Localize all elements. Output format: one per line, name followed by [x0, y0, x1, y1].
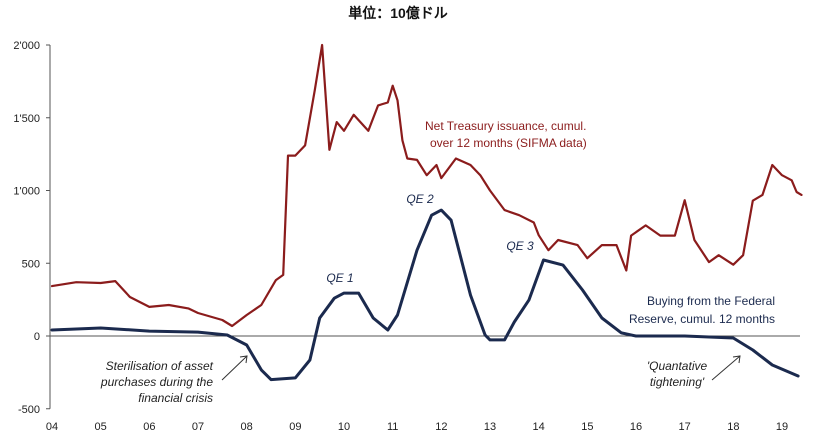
x-tick-label: 06: [143, 421, 155, 433]
x-tick-label: 18: [727, 421, 739, 433]
x-tick-label: 12: [435, 421, 447, 433]
x-tick-label: 17: [679, 421, 691, 433]
treasury-label-line2: over 12 months (SIFMA data): [430, 136, 587, 150]
chart-title: 単位：10億ドル: [348, 5, 448, 21]
x-tick-label: 19: [776, 421, 788, 433]
fed-label-line1: Buying from the Federal: [647, 294, 775, 308]
x-tick-label: 16: [630, 421, 642, 433]
x-tick-label: 14: [533, 421, 545, 433]
y-tick-label: 1'000: [13, 186, 40, 198]
sterilisation-arrow: [221, 355, 248, 381]
y-tick-label: 1'500: [13, 113, 40, 125]
treasury-label-line1: Net Treasury issuance, cumul.: [425, 119, 586, 133]
fed-buying-line: [50, 208, 800, 382]
tightening-line2: tightening': [650, 375, 705, 389]
y-tick-label: 0: [34, 331, 40, 343]
series-lines: [50, 43, 803, 382]
qe2-label: QE 2: [406, 192, 434, 206]
x-tick-label: 08: [241, 421, 253, 433]
x-tick-label: 09: [289, 421, 301, 433]
treasury-issuance-line: [50, 43, 803, 328]
axes: -500 0 500 1'000 1'500 2'000 04 05 06 07 08 09 10 11 1…: [13, 40, 800, 433]
x-tick-label: 10: [338, 421, 350, 433]
y-tick-label: 2'000: [13, 40, 40, 52]
fed-label-line2: Reserve, cumul. 12 months: [629, 312, 775, 326]
x-tick-label: 11: [387, 421, 398, 433]
x-tick-label: 05: [95, 421, 107, 433]
sterilisation-line3: financial crisis: [138, 391, 213, 405]
qe1-label: QE 1: [326, 271, 353, 285]
y-tick-label: -500: [18, 404, 40, 416]
y-tick-label: 500: [22, 258, 40, 270]
sterilisation-line1: Sterilisation of asset: [106, 359, 214, 373]
tightening-arrow: [711, 355, 741, 381]
tightening-line1: 'Quantative: [647, 359, 708, 373]
qe3-label: QE 3: [506, 239, 534, 253]
x-tick-label: 13: [484, 421, 496, 433]
x-tick-label: 07: [192, 421, 204, 433]
x-tick-label: 04: [46, 421, 58, 433]
x-tick-label: 15: [581, 421, 593, 433]
sterilisation-line2: purchases during the: [100, 375, 213, 389]
